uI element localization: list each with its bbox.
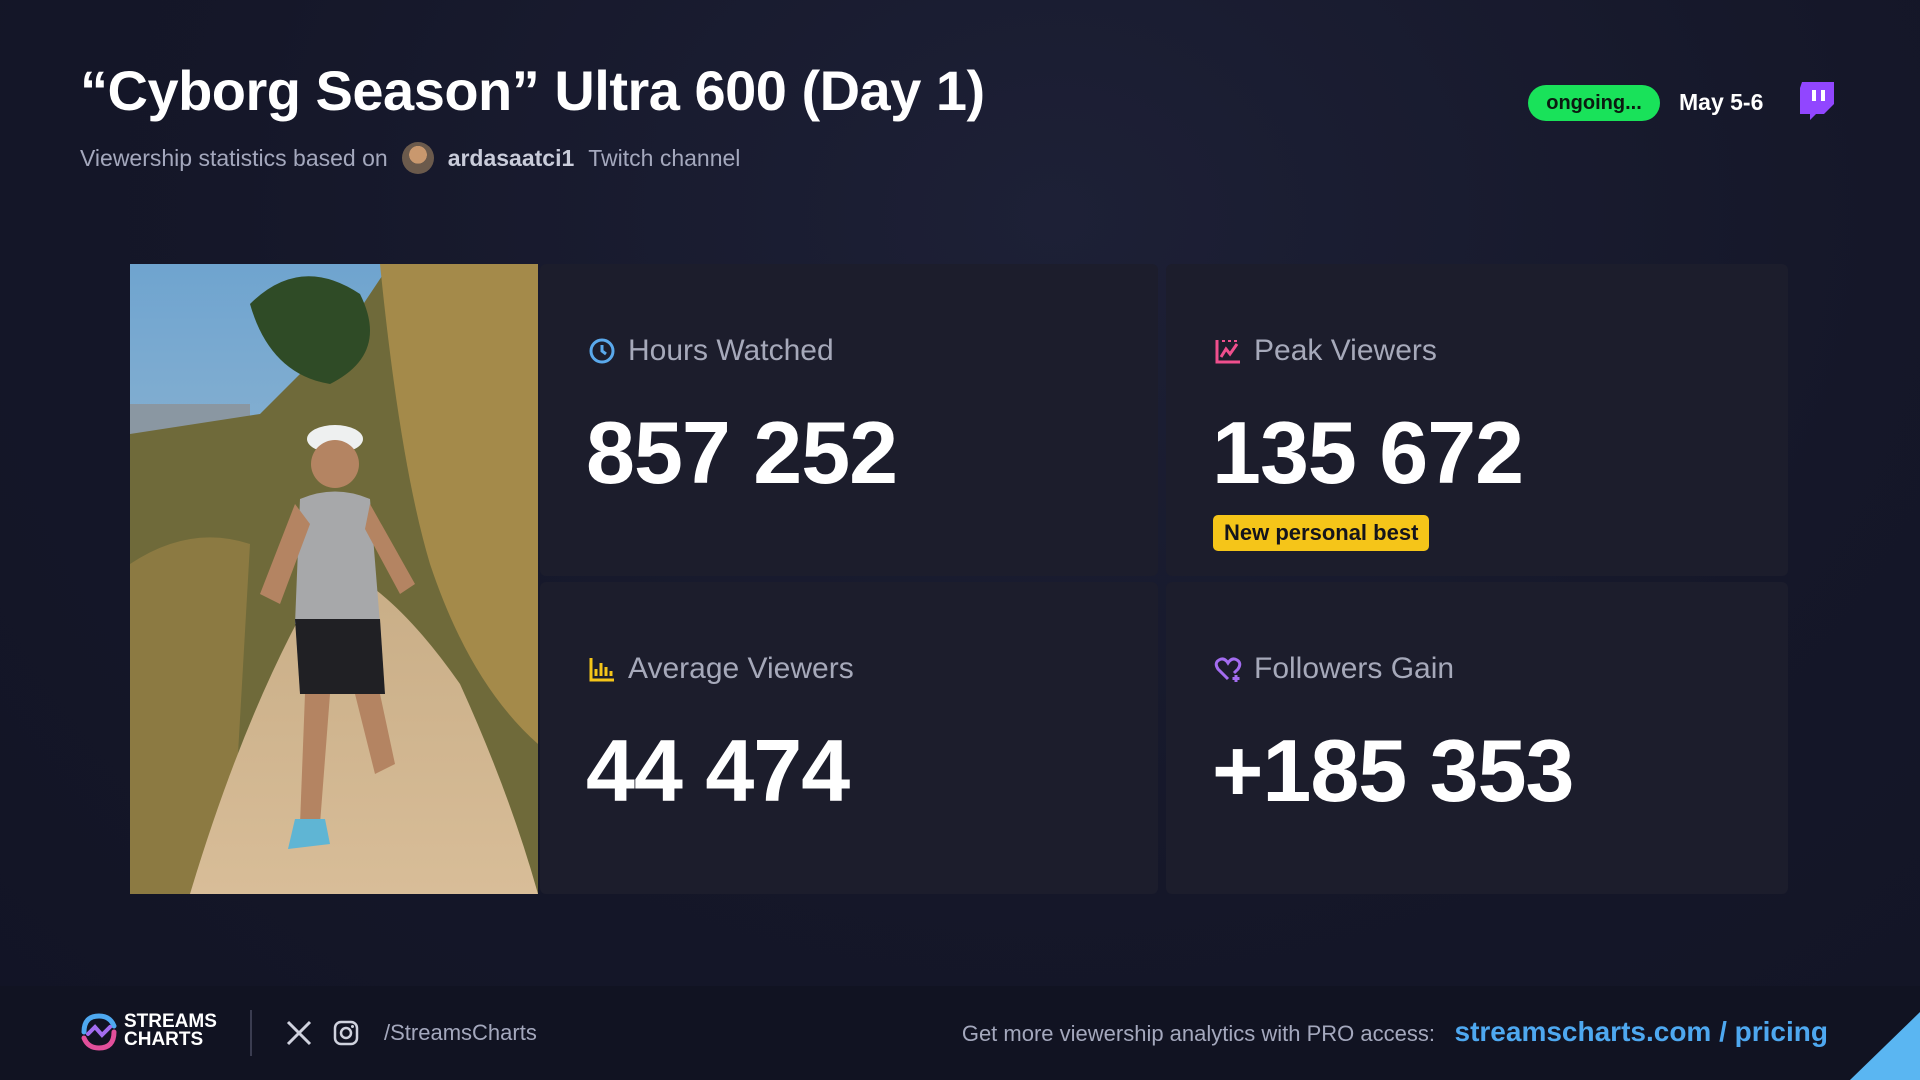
title: “Cyborg Season” Ultra 600 (Day 1): [80, 59, 985, 122]
stat-label: Peak Viewers: [1214, 334, 1437, 368]
corner-accent: [1850, 1012, 1920, 1080]
stat-value: 135 672: [1212, 403, 1524, 502]
subtitle-suffix: Twitch channel: [588, 144, 741, 171]
clock-icon: [589, 338, 615, 364]
stat-value: 44 474: [586, 721, 850, 820]
record-badge: New personal best: [1213, 515, 1430, 551]
social-handle[interactable]: /StreamsCharts: [384, 1020, 537, 1045]
logo-line: CHARTS: [124, 1029, 204, 1050]
stat-label: Hours Watched: [588, 334, 834, 368]
average-icon: [589, 658, 614, 682]
x-icon[interactable]: [286, 1020, 312, 1046]
stat-card: Followers Gain +185 353: [1166, 582, 1788, 894]
twitch-icon[interactable]: [1798, 82, 1834, 122]
stat-card: Hours Watched 857 252: [540, 264, 1158, 576]
cta-text: Get more viewership analytics with PRO a…: [961, 1021, 1435, 1046]
logo-text[interactable]: STREAMS CHARTS: [124, 1011, 217, 1050]
stat-value: 857 252: [586, 403, 898, 502]
peak-icon: [1215, 340, 1240, 364]
divider: [250, 1010, 252, 1056]
stat-label-text: Peak Viewers: [1254, 334, 1437, 367]
subtitle-prefix: Viewership statistics based on: [80, 144, 388, 171]
stat-label: Average Viewers: [588, 652, 854, 686]
stat-label: Followers Gain: [1214, 652, 1454, 686]
channel-avatar: [401, 142, 434, 174]
heart-icon: [1214, 657, 1242, 682]
pricing-link[interactable]: streamscharts.com / pricing: [1454, 1016, 1828, 1047]
subtitle: Viewership statistics based on ardasaatc…: [80, 142, 740, 174]
stat-card: Peak Viewers 135 672 New personal best: [1166, 264, 1788, 576]
status-badge: ongoing...: [1528, 85, 1660, 121]
instagram-icon[interactable]: [333, 1020, 359, 1046]
stat-label-text: Hours Watched: [628, 334, 834, 367]
stat-label-text: Average Viewers: [628, 652, 854, 685]
logo-line: STREAMS: [124, 1011, 217, 1032]
stat-value: +185 353: [1212, 721, 1574, 820]
stat-card: Average Viewers 44 474: [540, 582, 1158, 894]
date: May 5-6: [1679, 89, 1764, 115]
stream-photo: [130, 264, 538, 894]
footer: STREAMS CHARTS /StreamsCharts Get more v…: [0, 986, 1920, 1080]
logo-mark[interactable]: [80, 1012, 118, 1052]
stat-label-text: Followers Gain: [1254, 652, 1455, 685]
channel-name[interactable]: ardasaatci1: [447, 144, 575, 171]
